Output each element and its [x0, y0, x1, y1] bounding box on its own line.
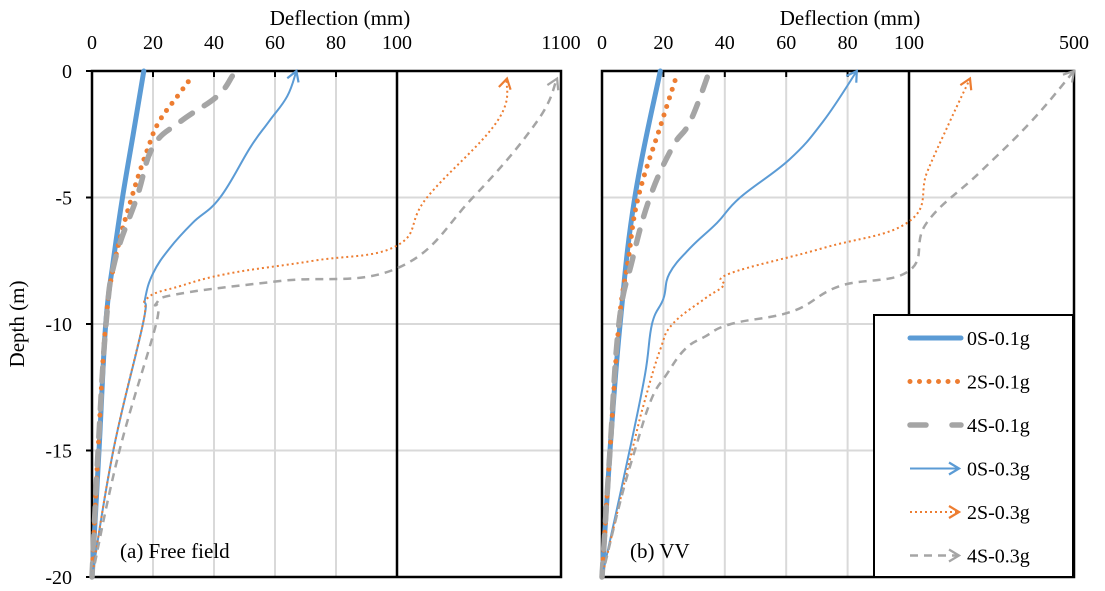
legend: 0S-0.1g 2S-0.1g 4S-0.1g 0S-0.3g 2S-0.3g 4S-0.… — [873, 314, 1074, 578]
y-axis-label: Depth (m) — [5, 281, 29, 368]
series-line-4s-03g — [90, 79, 557, 578]
legend-box — [873, 314, 1074, 578]
x-tick-label: 0 — [87, 32, 97, 54]
series-line-2s-01g — [599, 76, 679, 580]
panel-label: (b) VV — [630, 539, 690, 563]
series-line-2s-03g — [601, 79, 970, 578]
y-tick-label: -20 — [45, 567, 72, 589]
x-tick-label: 40 — [715, 32, 735, 54]
series-line-4s-01g — [89, 73, 236, 580]
x-tick-label: 0 — [597, 32, 607, 54]
x-tick-label: 40 — [204, 32, 224, 54]
x-tick-label: 100 — [382, 32, 412, 54]
series-line-4s-03g — [600, 71, 1074, 578]
y-tick-label: -5 — [55, 188, 72, 210]
legend-label: 2S-0.3g — [967, 502, 1030, 524]
series-line-2s-03g — [91, 79, 507, 578]
x-tick-label: 80 — [326, 32, 346, 54]
x-tick-label: 100 — [894, 32, 924, 54]
legend-label: 2S-0.1g — [967, 372, 1030, 394]
x-axis-title: Deflection (mm) — [270, 6, 411, 30]
x-tick-label: 60 — [776, 32, 796, 54]
panel-label: (a) Free field — [120, 539, 230, 563]
legend-label: 0S-0.3g — [967, 459, 1030, 481]
legend-label: 4S-0.1g — [967, 415, 1030, 437]
legend-label: 4S-0.3g — [967, 546, 1030, 568]
series-line-0s-03g — [601, 71, 857, 578]
x-tick-label: 1100 — [541, 32, 580, 54]
x-tick-label: 20 — [143, 32, 163, 54]
x-tick-label: 80 — [838, 32, 858, 54]
series-line-4s-01g — [599, 68, 713, 580]
legend-label: 0S-0.1g — [967, 328, 1030, 350]
panel-free-field: 0 20 40 60 80 100 1100 Deflection (mm) 0 -5 -10 -15… — [45, 6, 580, 589]
y-tick-label: -15 — [45, 441, 72, 463]
x-tick-label: 60 — [265, 32, 285, 54]
y-tick-label: 0 — [62, 61, 72, 83]
x-tick-label: 500 — [1059, 32, 1089, 54]
x-axis-title: Deflection (mm) — [780, 6, 921, 30]
y-tick-label: -10 — [45, 314, 72, 336]
x-tick-label: 20 — [653, 32, 673, 54]
